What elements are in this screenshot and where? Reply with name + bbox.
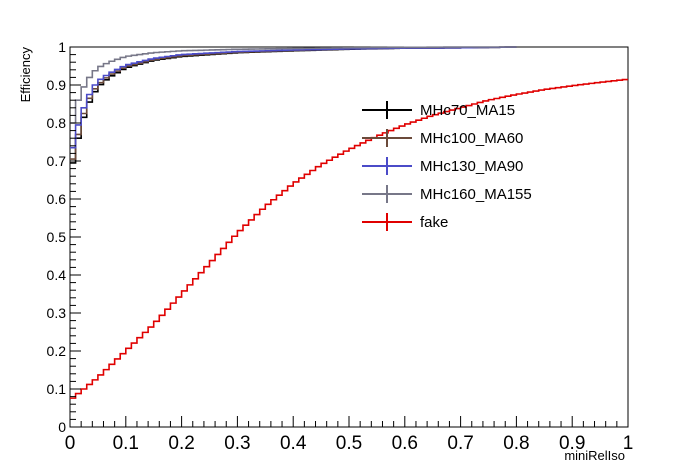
y-tick-label: 0.8	[47, 115, 67, 131]
x-tick-label: 0	[65, 433, 76, 454]
legend-label: fake	[420, 214, 448, 231]
legend-entry: MHc70_MA15	[362, 101, 515, 119]
legend-entry: fake	[362, 213, 448, 231]
y-axis-title: Efficiency	[18, 47, 33, 103]
x-tick-label: 0.5	[336, 433, 362, 454]
legend-entry: MHc160_MA155	[362, 185, 532, 203]
y-tick-label: 0.2	[47, 343, 67, 359]
y-tick-label: 0.9	[47, 77, 67, 93]
series-mhc160-ma155	[70, 46, 517, 124]
series-fake	[70, 78, 628, 399]
x-tick-label: 0.7	[447, 433, 473, 454]
legend-label: MHc70_MA15	[420, 102, 515, 119]
y-tick-label: 0	[58, 419, 66, 435]
x-tick-label: 1	[623, 433, 634, 454]
x-tick-label: 0.1	[113, 433, 139, 454]
series-layer	[70, 46, 628, 399]
axis-layer: 0 0.1 0.2 0.3 0.4 0.5 0.6 0.7 0.8 0.9 1 0 0.1 0.2 0.3 0…	[47, 39, 634, 454]
legend-entry: MHc130_MA90	[362, 157, 523, 175]
y-tick-label: 0.4	[47, 267, 67, 283]
legend-label: MHc130_MA90	[420, 158, 523, 175]
x-tick-label: 0.8	[503, 433, 529, 454]
legend-entry: MHc100_MA60	[362, 129, 523, 147]
y-tick-label: 0.7	[47, 153, 67, 169]
legend: MHc70_MA15 MHc100_MA60 MHc130_MA90 MHc160_M…	[362, 101, 532, 231]
x-tick-label: 0.6	[392, 433, 418, 454]
x-tick-label: 0.4	[280, 433, 307, 454]
y-tick-label: 0.3	[47, 305, 67, 321]
legend-label: MHc100_MA60	[420, 130, 523, 147]
legend-label: MHc160_MA155	[420, 186, 532, 203]
series-line	[70, 78, 628, 399]
y-tick-label: 0.6	[47, 191, 67, 207]
y-tick-label: 0.1	[47, 381, 67, 397]
series-line	[70, 46, 517, 124]
x-tick-label: 0.9	[559, 433, 585, 454]
x-axis-title: miniRelIso	[564, 448, 625, 463]
y-tick-label: 1	[58, 39, 66, 55]
y-tick-label: 0.5	[47, 229, 67, 245]
x-tick-label: 0.3	[224, 433, 250, 454]
x-tick-label: 0.2	[168, 433, 194, 454]
